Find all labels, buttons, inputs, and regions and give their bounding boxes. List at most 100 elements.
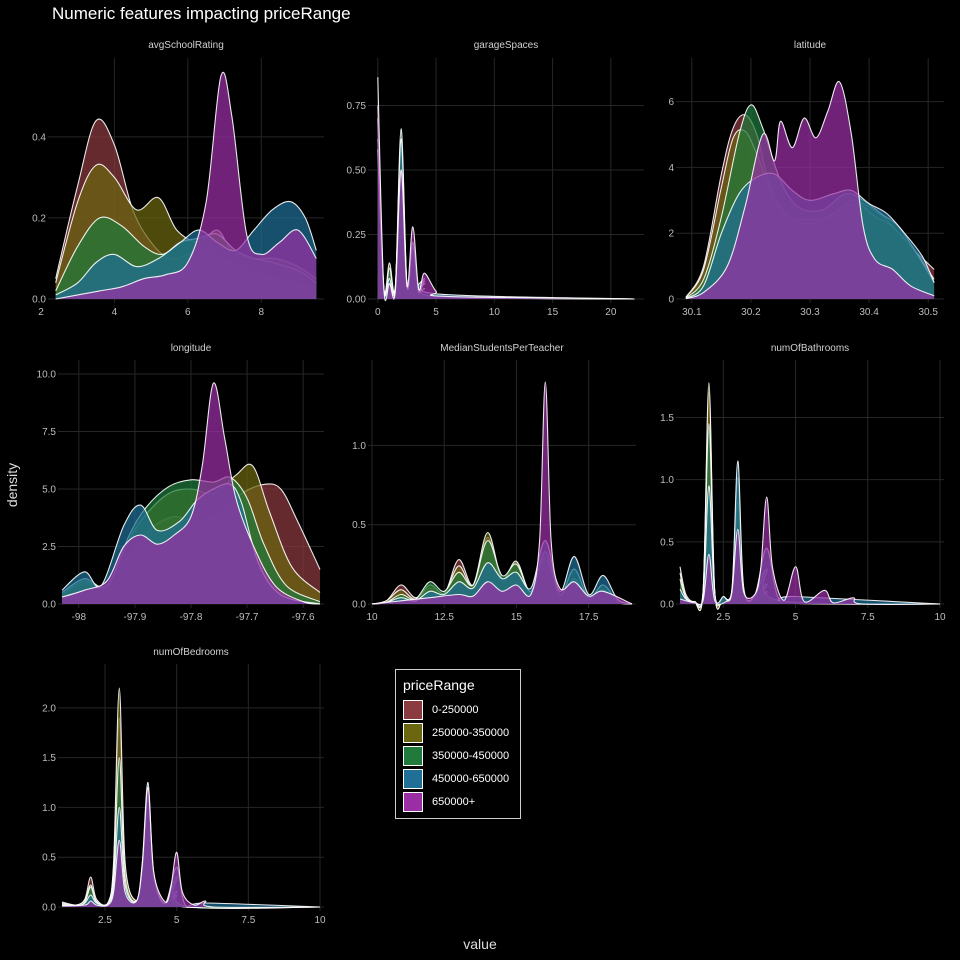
y-tick-label: 0.0 [352,600,366,611]
x-tick-label: 30.4 [859,307,879,318]
y-tick-label: 0.0 [42,903,56,914]
density-line-3 [55,200,317,296]
x-tick-label: 10 [489,307,501,318]
y-tick-label: 6 [668,97,674,108]
facet-strip-title: garageSpaces [474,40,539,51]
facet-strip-title: numOfBathrooms [771,343,849,354]
density-line-4 [685,81,935,300]
y-tick-label: 0.0 [42,600,56,611]
facet-strip-title: latitude [794,40,827,51]
x-tick-label: 7.5 [861,612,875,623]
legend-swatch [403,700,423,720]
facet-panel: numOfBathrooms 2.5 5 7.5 10 0.0 0.5 1.0 1.5 [660,343,946,623]
density-area-4 [377,77,635,301]
legend: priceRange 0-250000 250000-350000 350000… [395,669,521,819]
x-tick-label: 2.5 [98,915,112,926]
density-area-1 [62,688,320,909]
density-line-3 [679,460,941,608]
y-tick-label: 5.0 [42,485,56,496]
legend-item: 650000+ [403,791,475,813]
facet-strip-title: longitude [171,343,212,354]
facet-panel: numOfBedrooms 2.5 5 7.5 10 0.0 0.5 1.0 1.5 2.0 [42,647,326,926]
legend-label: 0-250000 [432,704,479,716]
x-tick-label: -98 [72,612,87,623]
y-tick-label: 1.0 [660,475,674,486]
x-tick-label: 20 [605,307,617,318]
y-tick-label: 1.0 [352,441,366,452]
facet-strip-title: avgSchoolRating [148,40,224,51]
density-area-3 [62,782,320,908]
density-area-4 [680,497,940,605]
y-tick-label: 0.0 [660,600,674,611]
density-area-4 [372,381,632,604]
density-line-4 [61,382,321,605]
legend-item: 350000-450000 [403,745,509,767]
legend-swatch [403,792,423,812]
y-tick-label: 0.4 [32,132,46,143]
density-area-2 [680,423,940,608]
y-tick-label: 0.25 [347,230,367,241]
x-tick-label: 0 [375,307,381,318]
density-area-4 [685,81,935,299]
x-tick-label: 4 [112,307,118,318]
legend-swatch [403,769,423,789]
x-tick-label: 8 [258,307,264,318]
legend-item: 0-250000 [403,699,479,721]
x-tick-label: 15 [547,307,559,318]
x-tick-label: 5 [433,307,439,318]
facet-strip-title: MedianStudentsPerTeacher [440,343,564,354]
y-axis-label: density [4,462,20,508]
density-line-1 [679,382,941,611]
x-tick-label: -97.8 [180,612,203,623]
y-tick-label: 0.5 [42,853,56,864]
density-line-0 [679,392,941,611]
x-tick-label: 10 [314,915,326,926]
y-tick-label: 1.5 [660,413,674,424]
y-tick-label: 2 [668,229,674,240]
facet-strip-title: numOfBedrooms [153,647,229,658]
y-tick-label: 7.5 [42,427,56,438]
x-tick-label: 2 [38,307,44,318]
y-tick-label: 0.75 [347,101,367,112]
density-area-4 [62,382,320,604]
density-area-3 [680,460,940,607]
x-tick-label: 10 [934,612,946,623]
density-line-4 [377,77,635,302]
legend-item: 250000-350000 [403,722,509,744]
y-tick-label: 1.0 [42,803,56,814]
x-tick-label: -97.7 [236,612,259,623]
legend-title: priceRange [403,677,475,693]
y-tick-label: 2.5 [42,542,56,553]
legend-swatch [403,746,423,766]
density-line-0 [61,717,321,909]
y-tick-label: 0.5 [660,537,674,548]
x-tick-label: 10 [366,612,378,623]
x-tick-label: 2.5 [716,612,730,623]
x-tick-label: 12.5 [434,612,454,623]
density-line-3 [61,781,321,908]
density-line-4 [679,496,941,606]
x-tick-label: 30.2 [741,307,761,318]
density-line-2 [679,423,941,609]
density-area-4 [62,787,320,908]
x-tick-label: 30.5 [918,307,938,318]
density-line-4 [61,786,321,908]
facet-panel: avgSchoolRating 2 4 6 8 0.0 0.2 0.4 [32,40,324,318]
legend-label: 450000-650000 [432,773,510,785]
x-tick-label: 5 [174,915,180,926]
density-area-2 [62,757,320,909]
x-tick-label: 6 [185,307,191,318]
y-tick-label: 4 [668,163,674,174]
density-line-2 [61,757,321,909]
facet-panel: MedianStudentsPerTeacher 10 12.5 15 17.5 0.0 0… [352,343,636,623]
y-tick-label: 0 [668,295,674,306]
density-area-0 [62,717,320,908]
x-tick-label: 17.5 [579,612,599,623]
legend-swatch [403,723,423,743]
y-tick-label: 2.0 [42,703,56,714]
density-area-1 [680,382,940,611]
legend-label: 650000+ [432,796,476,808]
density-line-1 [61,687,321,909]
